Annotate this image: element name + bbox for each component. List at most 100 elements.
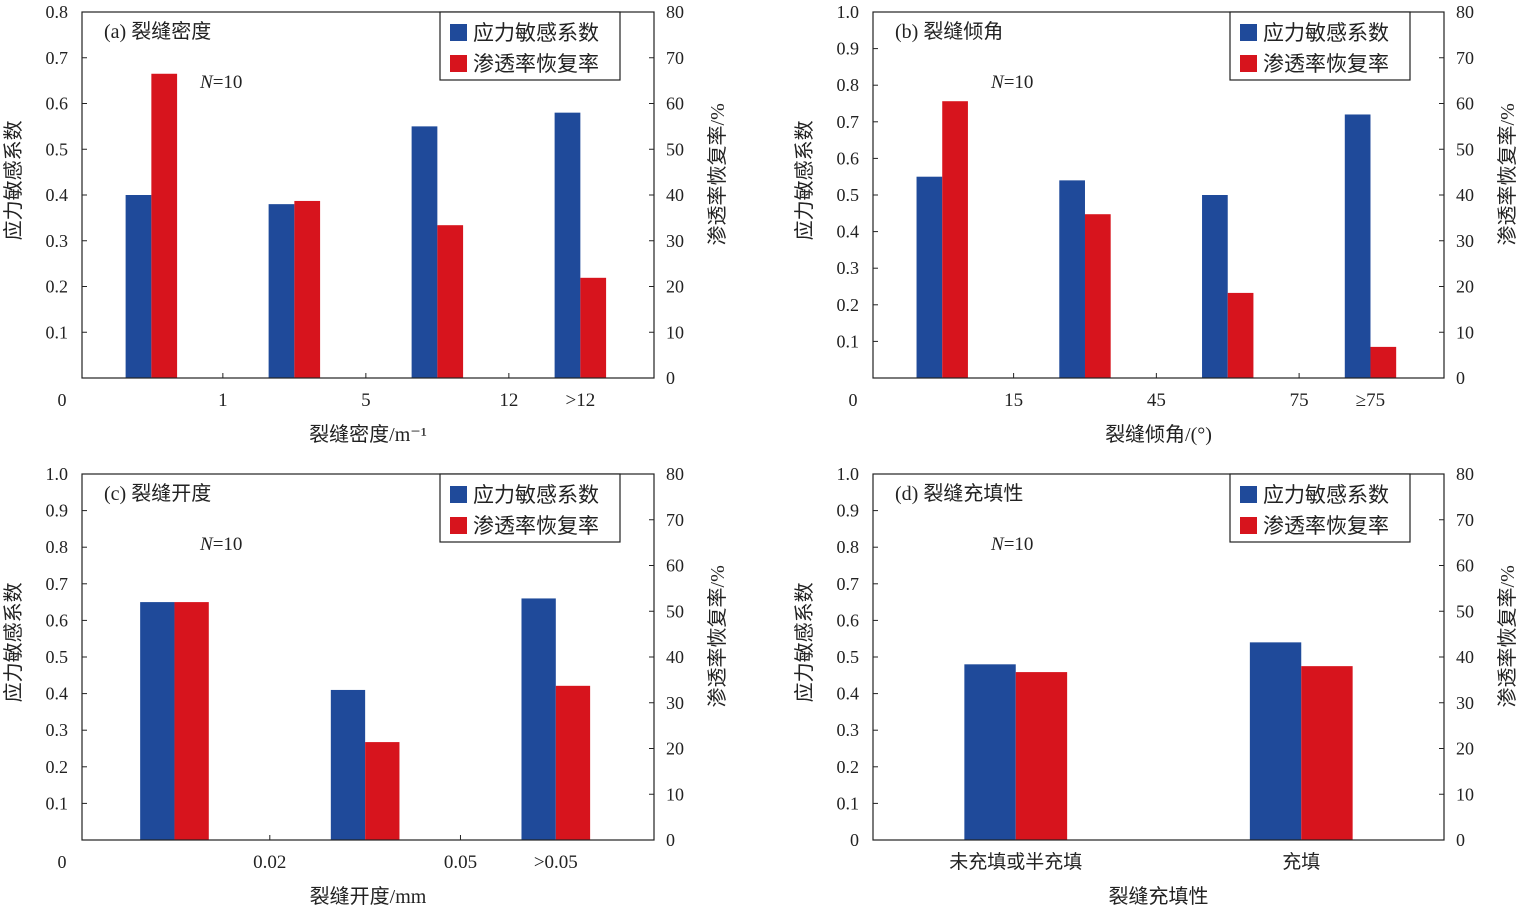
stress-bar-2 [521,598,556,840]
y2-tick-label: 10 [666,322,684,342]
sample-count: N=10 [199,72,242,93]
y2-tick-label: 50 [1456,139,1474,159]
stress-bar-0 [964,664,1016,840]
legend-label-1: 渗透率恢复率 [473,52,599,76]
x-tick-label: 12 [499,390,518,411]
legend-box [1229,473,1411,543]
y-tick-label: 0.7 [46,574,69,594]
sample-count-symbol: N [199,72,214,93]
legend-swatch-1 [450,55,467,72]
legend-swatch-0 [1240,486,1257,503]
y2-tick-label: 40 [666,647,684,667]
y-tick-label: 0.2 [837,757,860,777]
y-tick-label: 0.3 [46,231,69,251]
y-tick-label: 0.6 [837,610,860,630]
y-tick-label: 0.5 [837,185,860,205]
sample-count-value: =10 [213,534,243,555]
recovery-bar-2 [1227,292,1254,378]
y2-tick-label: 60 [666,556,684,576]
y2-tick-label: 30 [666,693,684,713]
chart-panel-a: 0.10.20.30.40.50.60.70.80102030405060708… [2,2,729,446]
y-tick-label: 0.7 [46,48,69,68]
recovery-bar-2 [437,225,464,378]
origin-label: 0 [850,830,859,850]
legend-swatch-0 [1240,24,1257,41]
y-tick-label: 0.8 [837,537,860,557]
y2-tick-label: 80 [666,464,684,484]
y2-tick-label: 10 [1456,784,1474,804]
y-tick-label: 0.4 [46,185,69,205]
y-tick-label: 0.1 [46,322,69,342]
stress-bar-0 [125,195,152,378]
y-tick-label: 0.7 [837,574,860,594]
stress-bar-2 [411,126,438,378]
y-tick-label: 1.0 [837,464,860,484]
chart-panel-b: 0.1 0.2 0.3 0.4 0.5 0.6 0.7 0.8 0.9 1.0 0 10 20 30 40 5… [793,2,1519,446]
y-tick-label: 0.2 [46,757,69,777]
y2-tick-label: 40 [666,185,684,205]
y-tick-label: 0.3 [837,258,860,278]
sample-count: N=10 [990,72,1033,93]
y-tick-label: 0.2 [46,277,69,297]
y2-tick-label: 50 [666,139,684,159]
x-tick-label: 0.02 [253,852,286,873]
legend-label-0: 应力敏感系数 [1263,483,1389,507]
legend-label-0: 应力敏感系数 [1263,21,1389,45]
recovery-bar-0 [942,101,968,379]
y-tick-label: 0.5 [837,647,860,667]
y2-tick-label: 70 [666,510,684,530]
origin-label: 0 [58,390,67,410]
legend-swatch-1 [1240,517,1257,534]
origin-label: 0 [58,852,67,872]
legend-label-1: 渗透率恢复率 [473,514,599,538]
y2-tick-label: 30 [1456,693,1474,713]
y-tick-label: 0.6 [837,148,860,168]
recovery-bar-0 [151,73,178,378]
recovery-bar-0 [174,602,209,840]
sample-count-value: =10 [1004,534,1034,555]
y2-tick-label: 80 [1456,464,1474,484]
y2-tick-label: 70 [1456,48,1474,68]
legend-label-1: 渗透率恢复率 [1263,514,1389,538]
sample-count-symbol: N [199,534,214,555]
stress-bar-1 [1249,642,1302,840]
legend-swatch-0 [450,24,467,41]
y-tick-label: 0.4 [837,222,860,242]
y2-tick-label: 60 [1456,556,1474,576]
x-tick-label: 75 [1290,390,1309,411]
recovery-bar-1 [294,200,321,378]
legend-box [439,11,621,81]
stress-bar-1 [330,689,366,840]
legend-box [439,473,621,543]
y2-tick-label: 70 [666,48,684,68]
x-tick-label: ≥75 [1356,390,1385,411]
y2-tick-label: 0 [1456,368,1465,388]
sample-count-symbol: N [990,534,1005,555]
legend-swatch-1 [450,517,467,534]
recovery-bar-1 [1301,666,1353,840]
y2-tick-label: 80 [1456,2,1474,22]
y-axis-title: 应力敏感系数 [2,120,25,240]
sample-count-value: =10 [213,72,243,93]
y2-tick-label: 0 [1456,830,1465,850]
y-tick-label: 0.5 [46,647,69,667]
y2-tick-label: 70 [1456,510,1474,530]
y2-tick-label: 80 [666,2,684,22]
y-tick-label: 0.1 [46,793,69,813]
recovery-bar-1 [1084,214,1111,378]
y2-tick-label: 30 [1456,231,1474,251]
origin-label: 0 [849,390,858,410]
y-tick-label: 0.5 [46,139,69,159]
stress-bar-0 [916,176,943,378]
x-tick-label: 5 [361,390,371,411]
legend-swatch-0 [450,486,467,503]
y2-tick-label: 40 [1456,185,1474,205]
y-axis-title: 应力敏感系数 [793,120,816,240]
y2-tick-label: 20 [666,739,684,759]
y2-tick-label: 20 [1456,739,1474,759]
y-tick-label: 0.4 [837,684,860,704]
stress-bar-0 [140,602,175,840]
